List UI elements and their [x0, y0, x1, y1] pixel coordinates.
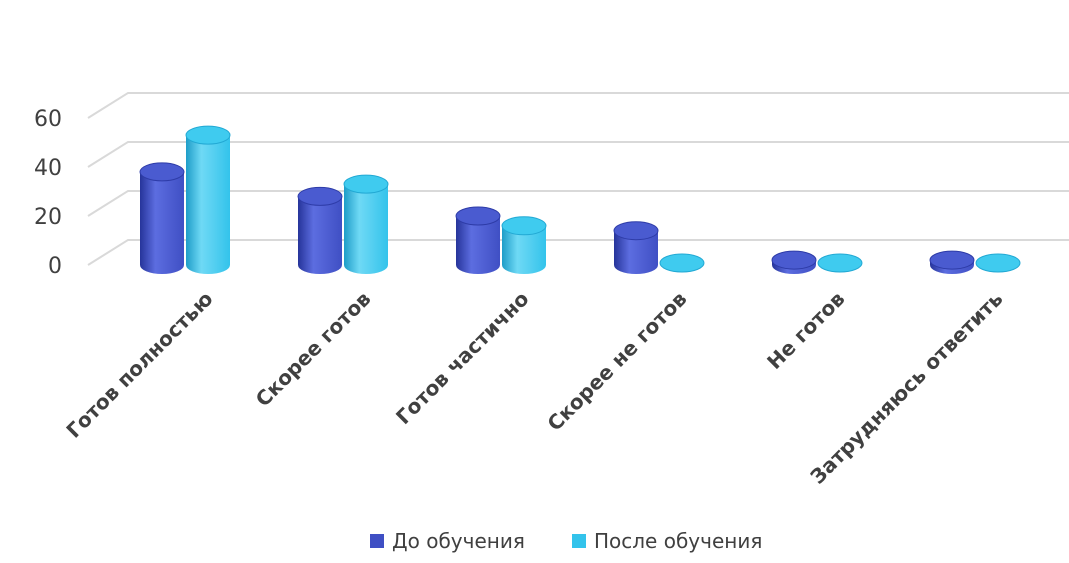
bar — [185, 125, 231, 274]
legend-label: После обучения — [594, 529, 762, 553]
legend-swatch — [572, 534, 586, 548]
y-tick-label: 0 — [48, 254, 62, 279]
y-tick-label: 40 — [34, 156, 62, 181]
bar — [817, 253, 863, 273]
category-label: Готов частично — [391, 287, 533, 429]
gridline — [87, 239, 1069, 266]
category-label: Не готов — [762, 287, 849, 374]
bars — [139, 125, 1021, 274]
bar — [139, 162, 185, 274]
gridlines — [87, 92, 1069, 266]
legend-item: После обучения — [572, 529, 762, 553]
y-axis-ticks: 0 20 40 60 — [34, 107, 62, 279]
legend-swatch — [370, 534, 384, 548]
category-label: Готов полностью — [61, 287, 217, 443]
bar — [501, 216, 547, 274]
category-label: Скорее не готов — [542, 287, 691, 436]
legend-label: До обучения — [392, 529, 525, 553]
bar — [613, 221, 659, 274]
category-label: Скорее готов — [251, 287, 376, 412]
bar — [659, 253, 705, 273]
bar — [929, 250, 975, 274]
gridline — [87, 141, 1069, 168]
legend: До обучения После обучения — [370, 529, 762, 553]
y-tick-label: 60 — [34, 107, 62, 132]
category-labels: Готов полностью Скорее готов Готов частичн… — [61, 287, 1007, 489]
bar — [297, 186, 343, 274]
bar — [343, 174, 389, 274]
bar — [455, 206, 501, 274]
gridline — [87, 92, 1069, 119]
legend-item: До обучения — [370, 529, 525, 553]
gridline — [87, 190, 1069, 217]
bar — [771, 250, 817, 274]
bar — [975, 253, 1021, 273]
y-tick-label: 20 — [34, 205, 62, 230]
